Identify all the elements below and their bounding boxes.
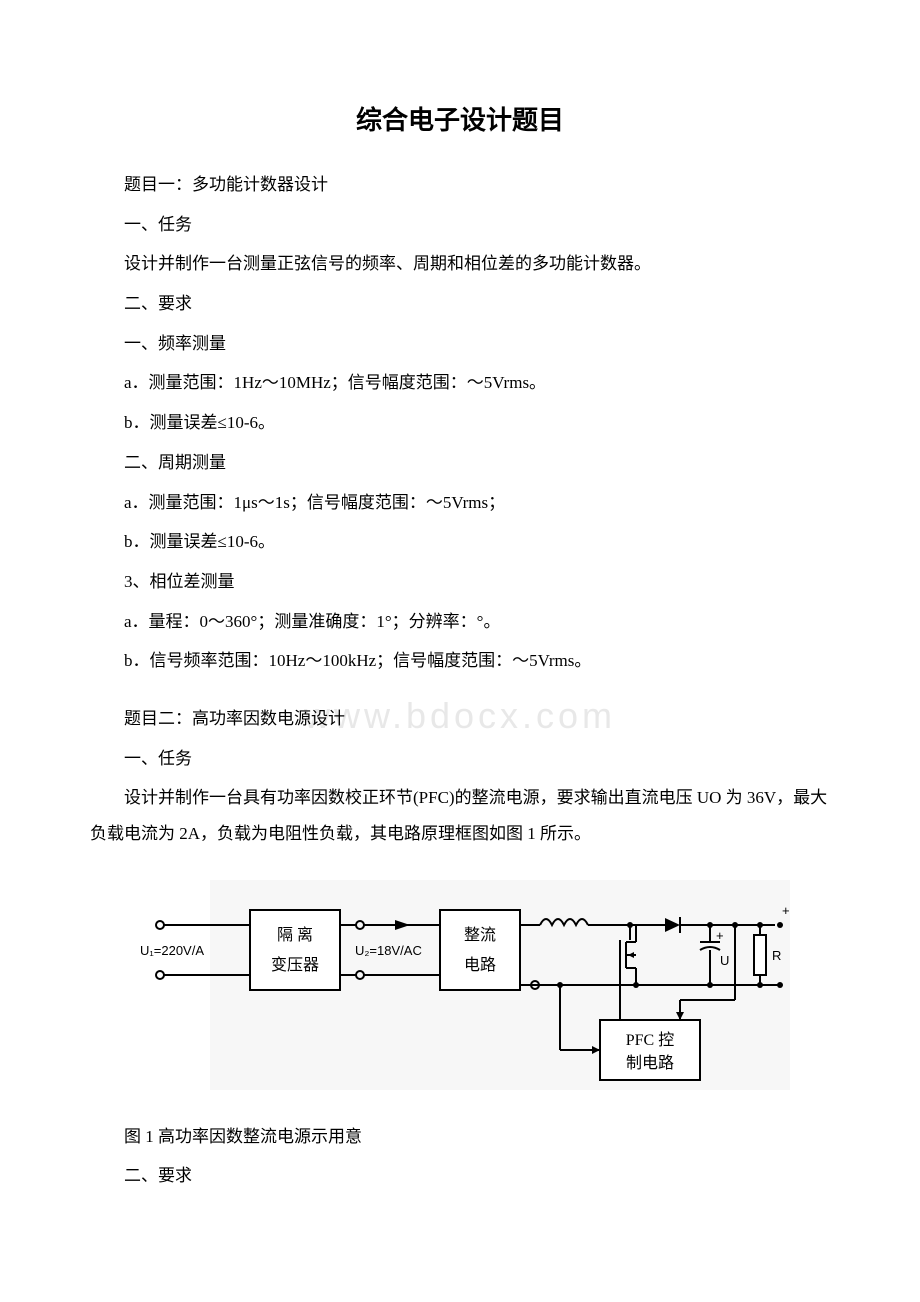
topic2-sec1-title: 一、任务 (90, 741, 830, 777)
label-uo: U (720, 953, 729, 968)
label-mid: U₂=18V/AC (355, 943, 422, 958)
topic1-sub3-title: 3、相位差测量 (90, 564, 830, 600)
page-title: 综合电子设计题目 (90, 100, 830, 137)
block3-line1: PFC 控 (626, 1031, 674, 1049)
document-content: 综合电子设计题目 题目一：多功能计数器设计 一、任务 设计并制作一台测量正弦信号… (90, 100, 830, 1194)
topic1-sub2-a: a．测量范围：1μs～1s；信号幅度范围：～5Vrms； (90, 485, 830, 521)
block2-line1: 整流 (464, 926, 496, 944)
topic1-header: 题目一：多功能计数器设计 (90, 167, 830, 203)
topic2-sec1-body: 设计并制作一台具有功率因数校正环节(PFC)的整流电源，要求输出直流电压 UO … (90, 780, 830, 851)
block1-line1: 隔 离 (277, 926, 313, 944)
circuit-diagram-svg: U₁=220V/A 隔 离 变压器 U₂=18V/AC 整流 电路 (120, 870, 800, 1100)
topic2-sec2-title: 二、要求 (90, 1158, 830, 1194)
topic1-sub1-b: b．测量误差≤10-6。 (90, 405, 830, 441)
topic1-sub2-b: b．测量误差≤10-6。 (90, 524, 830, 560)
label-r: R (772, 948, 781, 963)
block1-line2: 变压器 (271, 956, 319, 974)
topic1-sec2-title: 二、要求 (90, 286, 830, 322)
topic2-header: 题目二：高功率因数电源设计 (90, 701, 830, 737)
topic1-sub2-title: 二、周期测量 (90, 445, 830, 481)
svg-text:+: + (782, 903, 790, 918)
topic1-sub3-b: b．信号频率范围：10Hz～100kHz；信号幅度范围：～5Vrms。 (90, 643, 830, 679)
topic1-sub1-a: a．测量范围：1Hz～10MHz；信号幅度范围：～5Vrms。 (90, 365, 830, 401)
topic1-sec1-body: 设计并制作一台测量正弦信号的频率、周期和相位差的多功能计数器。 (90, 246, 830, 282)
topic1-sec1-title: 一、任务 (90, 207, 830, 243)
topic1-sub1-title: 一、频率测量 (90, 326, 830, 362)
fig1-caption: 图 1 高功率因数整流电源示用意 (90, 1119, 830, 1155)
svg-text:+: + (716, 928, 724, 943)
block3-line2: 制电路 (626, 1054, 674, 1072)
figure-1-diagram: U₁=220V/A 隔 离 变压器 U₂=18V/AC 整流 电路 (90, 870, 830, 1105)
block2-line2: 电路 (464, 956, 496, 974)
topic1-sub3-a: a．量程：0～360°；测量准确度：1°；分辨率：°。 (90, 604, 830, 640)
label-input: U₁=220V/A (140, 943, 204, 958)
